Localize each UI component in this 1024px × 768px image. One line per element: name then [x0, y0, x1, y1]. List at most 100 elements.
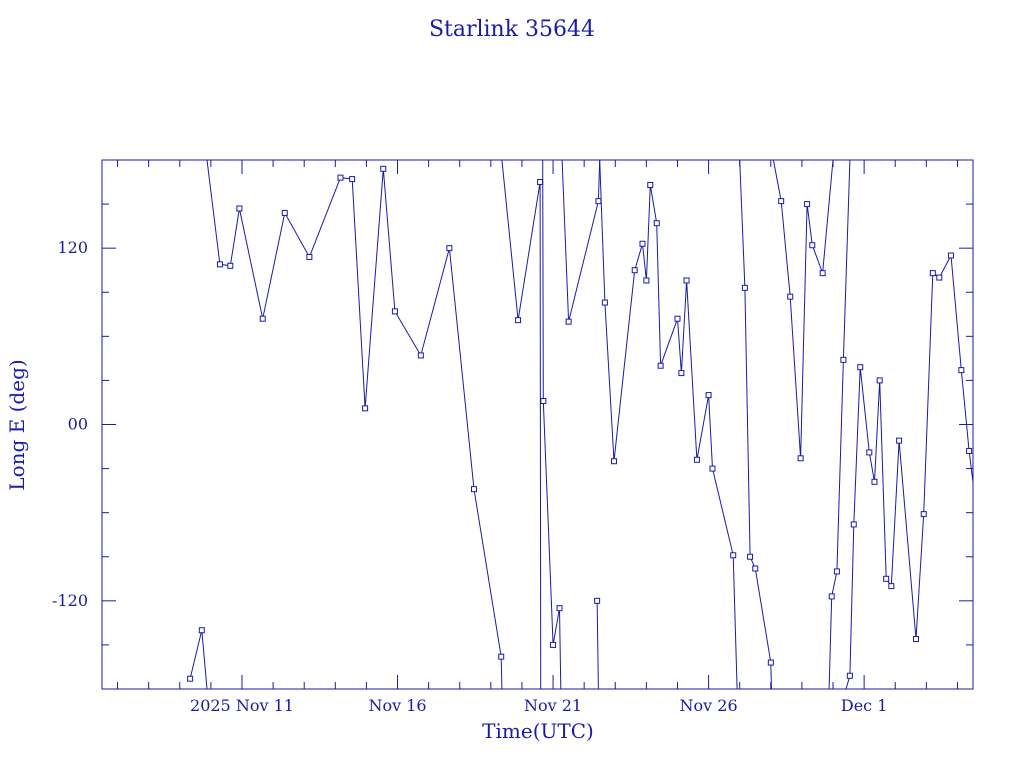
- data-point: [705, 392, 712, 399]
- data-point: [797, 455, 804, 462]
- data-point: [730, 552, 737, 559]
- y-tick-label: -120: [52, 591, 88, 610]
- series-line: [596, 600, 599, 689]
- plot-frame: [101, 159, 974, 690]
- data-point: [306, 253, 313, 260]
- data-point: [866, 449, 873, 456]
- data-point: [678, 370, 685, 377]
- data-point: [876, 377, 883, 384]
- data-point: [857, 364, 864, 371]
- y-axis-label: Long E (deg): [5, 359, 29, 490]
- data-point: [281, 209, 288, 216]
- series-line: [501, 160, 542, 689]
- x-tick-label: Nov 16: [368, 696, 426, 715]
- data-point: [537, 179, 544, 186]
- series-layer: [187, 160, 1024, 689]
- y-tick-label: 00: [68, 415, 88, 434]
- data-point: [929, 270, 936, 277]
- data-point: [236, 205, 243, 212]
- series-line: [739, 160, 772, 689]
- data-point: [833, 568, 840, 575]
- data-point: [683, 277, 690, 284]
- data-point: [693, 456, 700, 463]
- data-point: [840, 356, 847, 363]
- series-line: [845, 253, 973, 689]
- data-point: [349, 176, 356, 183]
- data-point: [1008, 191, 1013, 196]
- data-point: [631, 267, 638, 274]
- data-point: [787, 293, 794, 300]
- data-point: [804, 201, 811, 208]
- data-point: [741, 284, 748, 291]
- data-point: [198, 627, 205, 634]
- data-point: [556, 605, 563, 612]
- data-point: [647, 181, 654, 188]
- chart-title: Starlink 35644: [429, 17, 595, 42]
- data-point: [709, 465, 716, 472]
- x-tick-label: Dec 1: [841, 696, 888, 715]
- data-point: [976, 522, 981, 527]
- axis-ticks: [102, 159, 973, 690]
- data-point: [752, 565, 759, 572]
- series-line: [772, 160, 834, 459]
- data-point: [391, 308, 398, 315]
- data-point: [565, 318, 572, 325]
- x-tick-label: Nov 21: [524, 696, 582, 715]
- data-point: [216, 261, 223, 268]
- data-point: [747, 553, 754, 560]
- data-point: [767, 659, 774, 666]
- data-point: [643, 277, 650, 284]
- series-line: [599, 160, 738, 689]
- data-point: [828, 593, 835, 600]
- x-axis-label: Time(UTC): [482, 719, 594, 743]
- data-point: [936, 274, 943, 281]
- series-line: [828, 160, 851, 689]
- series-clip-group: [187, 160, 1024, 689]
- data-point: [446, 245, 453, 252]
- data-point: [674, 315, 681, 322]
- data-point: [657, 362, 664, 369]
- data-point: [850, 521, 857, 528]
- y-tick-label: 120: [57, 238, 88, 257]
- data-point: [639, 240, 646, 247]
- data-point: [778, 198, 785, 205]
- data-point: [227, 262, 234, 269]
- data-point: [871, 478, 878, 485]
- data-point: [540, 397, 547, 404]
- data-point: [846, 672, 853, 679]
- data-point: [888, 583, 895, 590]
- x-tick-label: Nov 26: [680, 696, 738, 715]
- data-point: [912, 636, 919, 643]
- data-point: [187, 675, 194, 682]
- data-point: [883, 575, 890, 582]
- x-tick-label: 2025 Nov 11: [190, 696, 294, 715]
- data-point: [498, 653, 505, 660]
- data-point: [470, 486, 477, 493]
- data-point: [417, 352, 424, 359]
- data-point: [380, 165, 387, 172]
- data-point: [981, 422, 986, 427]
- data-point: [595, 198, 602, 205]
- data-point: [362, 405, 369, 412]
- data-point: [809, 242, 816, 249]
- data-point: [958, 367, 965, 374]
- data-point: [601, 299, 608, 306]
- data-point: [966, 447, 973, 454]
- tick-labels: 2025 Nov 11 Nov 16 Nov 21 Nov 26 Dec 1 120 00 -…: [52, 238, 887, 715]
- series-line: [1005, 160, 1024, 344]
- data-point: [1016, 262, 1021, 267]
- data-point: [515, 317, 522, 324]
- data-point: [653, 220, 660, 227]
- series-line: [561, 160, 601, 322]
- data-point: [594, 597, 601, 604]
- data-point: [610, 458, 617, 465]
- data-point: [947, 252, 954, 259]
- series-line: [206, 160, 503, 689]
- data-point: [896, 437, 903, 444]
- data-point: [259, 315, 266, 322]
- data-point: [819, 270, 826, 277]
- data-point: [1002, 662, 1007, 667]
- data-point: [550, 641, 557, 648]
- data-point: [337, 174, 344, 181]
